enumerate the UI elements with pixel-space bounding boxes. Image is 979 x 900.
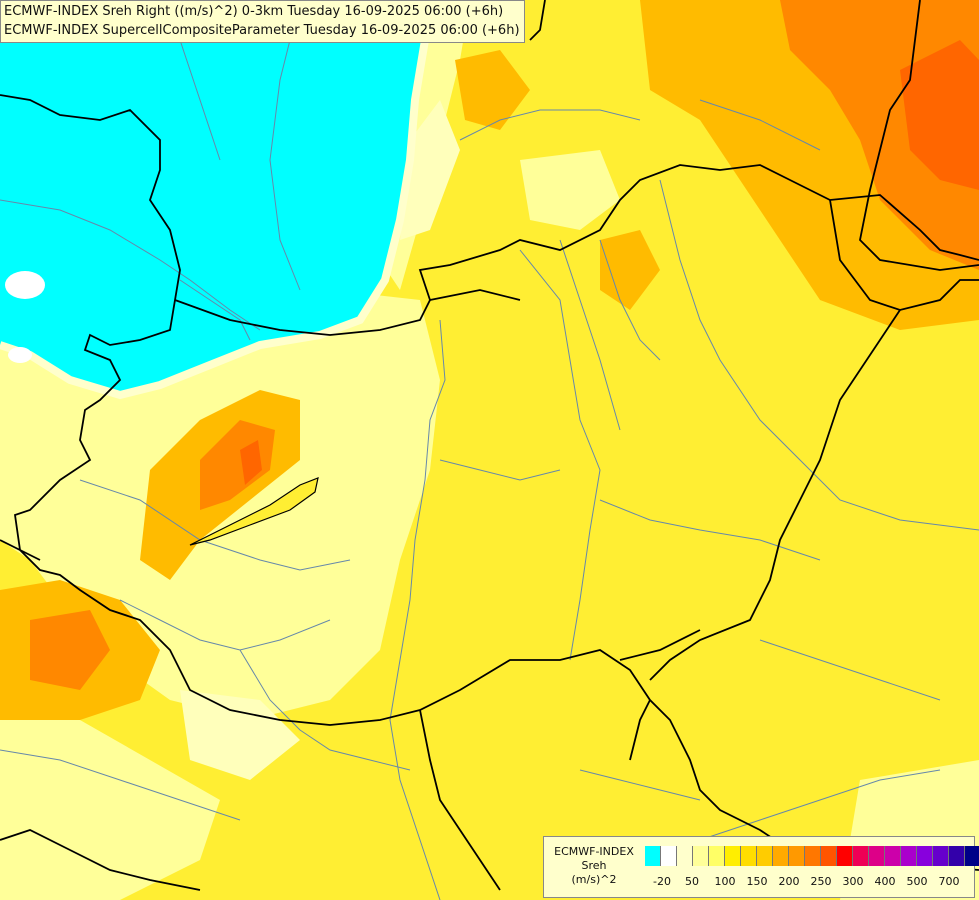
legend-swatch	[901, 846, 917, 866]
legend-tick-label: 200	[778, 875, 800, 888]
legend-swatch	[949, 846, 965, 866]
legend-swatch	[917, 846, 933, 866]
legend-swatch	[805, 846, 821, 866]
map-title-box: ECMWF-INDEX Sreh Right ((m/s)^2) 0-3km T…	[0, 0, 525, 43]
legend-swatch	[741, 846, 757, 866]
sreh-cyan-edge	[0, 0, 430, 400]
lake	[189, 477, 319, 546]
legend-tick-label: 100	[714, 875, 736, 888]
legend-tick-label: 400	[874, 875, 896, 888]
legend-swatch	[709, 846, 725, 866]
legend-tick-label: 300	[842, 875, 864, 888]
legend-swatch	[869, 846, 885, 866]
legend-title-model: ECMWF-INDEX	[554, 845, 634, 858]
legend-color-bar	[645, 846, 979, 866]
color-legend: ECMWF-INDEX Sreh (m/s)^2 -20 50 100 150 200 2…	[543, 836, 979, 898]
legend-swatch	[773, 846, 789, 866]
legend-tick-label: 50	[685, 875, 699, 888]
legend-title-units: (m/s)^2	[571, 873, 617, 886]
legend-swatch	[661, 846, 677, 866]
sreh-cyan-zone	[0, 0, 425, 395]
legend-tick-label: 500	[906, 875, 928, 888]
sreh-red-orange-zones	[240, 40, 979, 485]
legend-swatch	[933, 846, 949, 866]
legend-swatch	[853, 846, 869, 866]
legend-tick-label: 150	[746, 875, 768, 888]
legend-swatch	[645, 846, 661, 866]
legend-title: ECMWF-INDEX Sreh (m/s)^2	[548, 845, 640, 887]
legend-swatch	[885, 846, 901, 866]
legend-swatch	[837, 846, 853, 866]
legend-ticks: -20 50 100 150 200 250 300 400 500 700	[645, 875, 975, 889]
legend-swatch	[821, 846, 837, 866]
legend-swatch	[693, 846, 709, 866]
legend-tick-label: -20	[653, 875, 671, 888]
legend-title-param: Sreh	[581, 859, 607, 872]
title-line-2: ECMWF-INDEX SupercellCompositeParameter …	[4, 23, 520, 38]
legend-swatch	[965, 846, 979, 866]
legend-swatch	[725, 846, 741, 866]
title-line-1: ECMWF-INDEX Sreh Right ((m/s)^2) 0-3km T…	[4, 4, 504, 19]
legend-tick-label: 250	[810, 875, 832, 888]
legend-tick-label: 700	[938, 875, 960, 888]
legend-swatch	[677, 846, 693, 866]
legend-swatch	[757, 846, 773, 866]
sreh-white-patches	[5, 271, 45, 363]
legend-swatch	[789, 846, 805, 866]
